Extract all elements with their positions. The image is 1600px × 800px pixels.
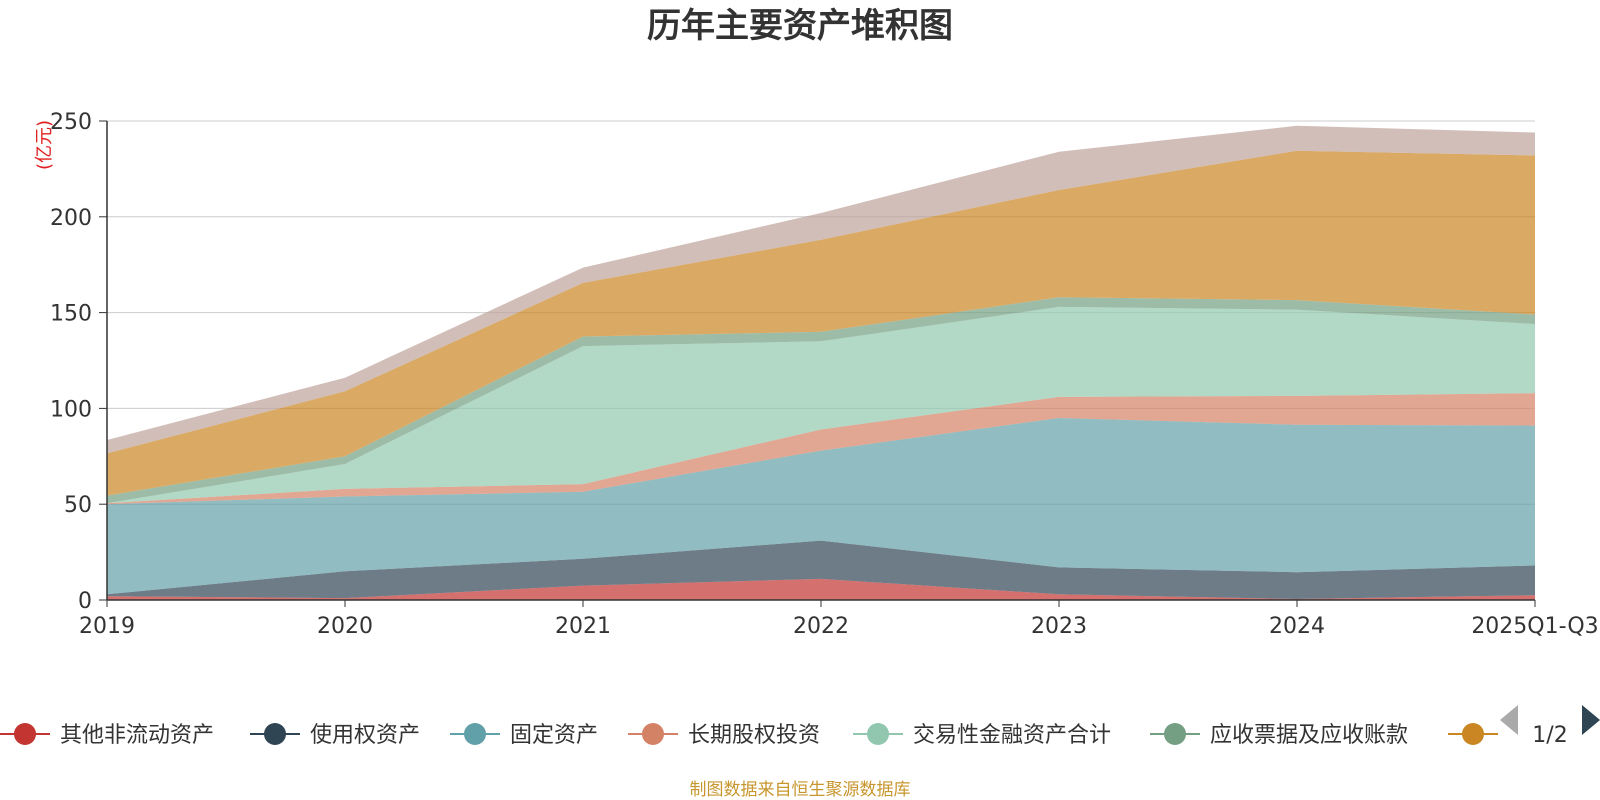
x-tick-label: 2023 xyxy=(1031,614,1087,639)
legend-marker-icon xyxy=(1462,723,1484,745)
x-tick-label: 2020 xyxy=(317,614,373,639)
legend-label: 其他非流动资产 xyxy=(60,723,214,748)
area-4 xyxy=(107,306,1535,504)
legend-label: 长期股权投资 xyxy=(688,723,820,748)
y-tick-label: 100 xyxy=(50,397,92,422)
y-tick-label: 0 xyxy=(78,589,92,614)
legend-marker-icon xyxy=(264,723,286,745)
legend-next-page-icon[interactable] xyxy=(1582,705,1600,735)
legend-label: 固定资产 xyxy=(510,723,598,748)
area-0 xyxy=(107,578,1535,600)
x-tick-label: 2024 xyxy=(1269,614,1325,639)
legend-marker-icon xyxy=(464,723,486,745)
x-axis-ticks: 2019 2020 2021 2022 2023 2024 2025Q1-Q3 xyxy=(79,600,1599,639)
legend-label: 使用权资产 xyxy=(310,723,420,748)
area-3 xyxy=(107,393,1535,505)
legend-page-indicator: 1/2 xyxy=(1532,723,1567,748)
area-2 xyxy=(107,418,1535,595)
legend-pager: 1/2 xyxy=(1500,705,1600,748)
y-axis-ticks: 0 50 100 150 200 250 xyxy=(50,110,107,614)
x-tick-label: 2021 xyxy=(555,614,611,639)
legend-marker-icon xyxy=(1164,723,1186,745)
legend-item-4[interactable]: 交易性金融资产合计 xyxy=(853,723,1111,748)
legend-label: 交易性金融资产合计 xyxy=(913,723,1111,748)
y-tick-label: 250 xyxy=(50,110,92,135)
legend-prev-page-icon[interactable] xyxy=(1500,705,1518,735)
y-tick-label: 200 xyxy=(50,206,92,231)
legend-marker-icon xyxy=(14,723,36,745)
area-1 xyxy=(107,540,1535,599)
legend-item-2[interactable]: 固定资产 xyxy=(450,723,598,748)
x-tick-label: 2022 xyxy=(793,614,849,639)
legend-marker-icon xyxy=(642,723,664,745)
legend-item-0[interactable]: 其他非流动资产 xyxy=(0,723,214,748)
y-axis-unit-label: (亿元) xyxy=(34,120,55,170)
x-tick-label: 2025Q1-Q3 xyxy=(1471,614,1598,639)
y-tick-label: 150 xyxy=(50,302,92,327)
chart-title: 历年主要资产堆积图 xyxy=(647,6,953,46)
legend-item-3[interactable]: 长期股权投资 xyxy=(628,723,820,748)
area-series xyxy=(107,125,1535,600)
legend-label: 应收票据及应收账款 xyxy=(1210,723,1408,748)
legend: 其他非流动资产 使用权资产 固定资产 长期股权投资 交易性金融资产合计 应收票据及应收账款 xyxy=(0,723,1498,748)
legend-item-1[interactable]: 使用权资产 xyxy=(250,723,420,748)
data-source-note: 制图数据来自恒生聚源数据库 xyxy=(690,780,911,800)
area-6 xyxy=(107,150,1535,496)
legend-marker-icon xyxy=(867,723,889,745)
legend-item-5[interactable]: 应收票据及应收账款 xyxy=(1150,723,1408,748)
area-5 xyxy=(107,297,1535,504)
legend-item-6[interactable] xyxy=(1448,723,1498,745)
x-tick-label: 2019 xyxy=(79,614,135,639)
y-tick-label: 50 xyxy=(64,493,92,518)
